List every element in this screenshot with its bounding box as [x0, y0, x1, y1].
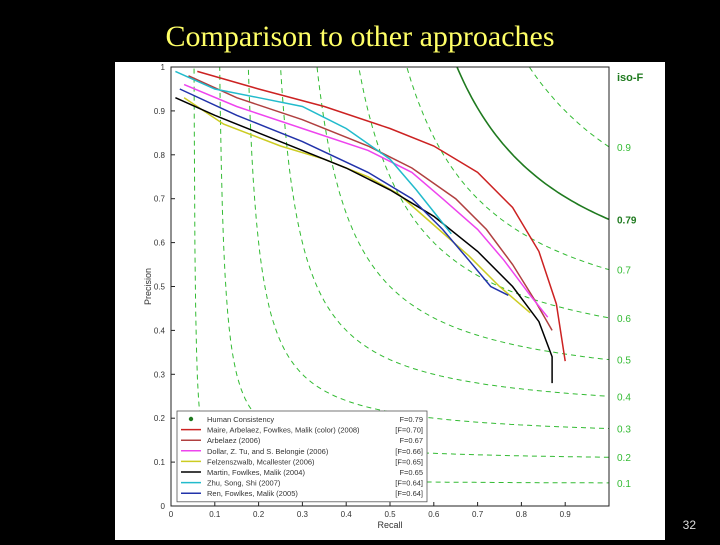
legend-box	[176, 410, 428, 503]
legend-entry-name: Human Consistency	[207, 415, 274, 424]
precision-recall-chart: 0.1 0.2 0.3 0.4 0.5 0.6 0.7 0.79 0.9 iso-F 0 0.1 0.2…	[143, 63, 644, 530]
iso-f-label: 0.3	[617, 425, 631, 436]
y-tick-label: 0.7	[154, 195, 166, 204]
iso-f-curve-0.6	[358, 67, 609, 319]
x-tick-label: 0.2	[253, 510, 265, 519]
chart-figure: 0.1 0.2 0.3 0.4 0.5 0.6 0.7 0.79 0.9 iso-F 0 0.1 0.2…	[115, 62, 665, 540]
x-tick-label: 0.5	[384, 510, 396, 519]
x-tick-label: 0.6	[428, 510, 440, 519]
x-tick-label: 0.4	[341, 510, 353, 519]
legend-entry-score: F=0.79	[399, 415, 423, 424]
legend-entry-name: Dollar, Z. Tu, and S. Belongie (2006)	[207, 447, 329, 456]
iso-f-label: 0.2	[617, 453, 631, 464]
iso-f-curve-0.4	[280, 67, 609, 397]
legend-entry-score: F=0.65	[399, 468, 423, 477]
legend-entry-score: [F=0.66]	[395, 447, 423, 456]
iso-f-title: iso-F	[617, 72, 644, 84]
iso-f-curve-0.3	[247, 67, 609, 429]
legend-entry-name: Maire, Arbelaez, Fowlkes, Malik (color) …	[207, 426, 360, 435]
iso-f-curve-0.5	[316, 67, 609, 361]
y-tick-label: 0.5	[154, 283, 166, 292]
legend-entry-score: F=0.67	[399, 436, 423, 445]
series-line-5	[175, 97, 553, 384]
legend: Human Consistency F=0.79 Maire, Arbelaez, …	[176, 410, 428, 503]
legend-entry-score: [F=0.64]	[395, 489, 423, 498]
y-tick-label: 0.8	[154, 151, 166, 160]
series-line-3	[183, 83, 549, 318]
y-axis-label: Precision	[143, 268, 153, 305]
iso-f-label: 0.7	[617, 266, 631, 277]
iso-f-label: 0.4	[617, 392, 631, 403]
series-line-7	[179, 88, 509, 296]
x-tick-label: 0.7	[472, 510, 484, 519]
legend-marker	[188, 416, 194, 422]
legend-entry-score: [F=0.64]	[395, 479, 423, 488]
slide-title: Comparison to other approaches	[165, 20, 555, 53]
y-tick-label: 0.3	[154, 370, 166, 379]
iso-f-curve-0.2	[219, 67, 609, 458]
iso-f-curve-0.9	[528, 67, 609, 148]
y-tick-label: 0.9	[154, 107, 166, 116]
x-tick-label: 0	[169, 510, 174, 519]
y-tick-label: 0.2	[154, 414, 166, 423]
y-tick-label: 0.6	[154, 239, 166, 248]
y-tick-label: 0.1	[154, 458, 166, 467]
legend-entry-name: Zhu, Song, Shi (2007)	[207, 479, 281, 488]
x-tick-label: 0.3	[297, 510, 309, 519]
iso-f-label: 0.9	[617, 143, 631, 154]
legend-entry-name: Felzenszwalb, Mcallester (2006)	[207, 457, 315, 466]
iso-f-label: 0.79	[617, 215, 637, 226]
y-tick-label: 0	[161, 502, 166, 511]
iso-f-label: 0.5	[617, 356, 631, 367]
iso-f-label: 0.6	[617, 314, 631, 325]
y-tick-label: 0.4	[154, 326, 166, 335]
series-line-1	[197, 70, 566, 362]
series-lines	[175, 70, 566, 384]
x-tick-label: 0.8	[516, 510, 528, 519]
series-line-6	[175, 70, 452, 235]
iso-f-curve-0.79	[456, 67, 609, 221]
series-line-4	[183, 97, 531, 314]
page-number: 32	[682, 518, 696, 532]
series-line-2	[188, 75, 553, 331]
legend-entry-name: Martin, Fowlkes, Malik (2004)	[207, 468, 305, 477]
legend-entry-score: [F=0.65]	[395, 457, 423, 466]
x-tick-label: 0.1	[209, 510, 221, 519]
legend-entry-score: [F=0.70]	[395, 426, 423, 435]
legend-entry-name: Arbelaez (2006)	[207, 436, 261, 445]
x-tick-label: 0.9	[560, 510, 572, 519]
axes: 0.1 0.2 0.3 0.4 0.5 0.6 0.7 0.79 0.9 iso-F 0 0.1 0.2…	[143, 63, 644, 530]
x-axis-label: Recall	[377, 520, 402, 530]
legend-entry-name: Ren, Fowlkes, Malik (2005)	[207, 489, 298, 498]
iso-f-label: 0.1	[617, 479, 631, 490]
y-tick-label: 1	[161, 63, 166, 72]
